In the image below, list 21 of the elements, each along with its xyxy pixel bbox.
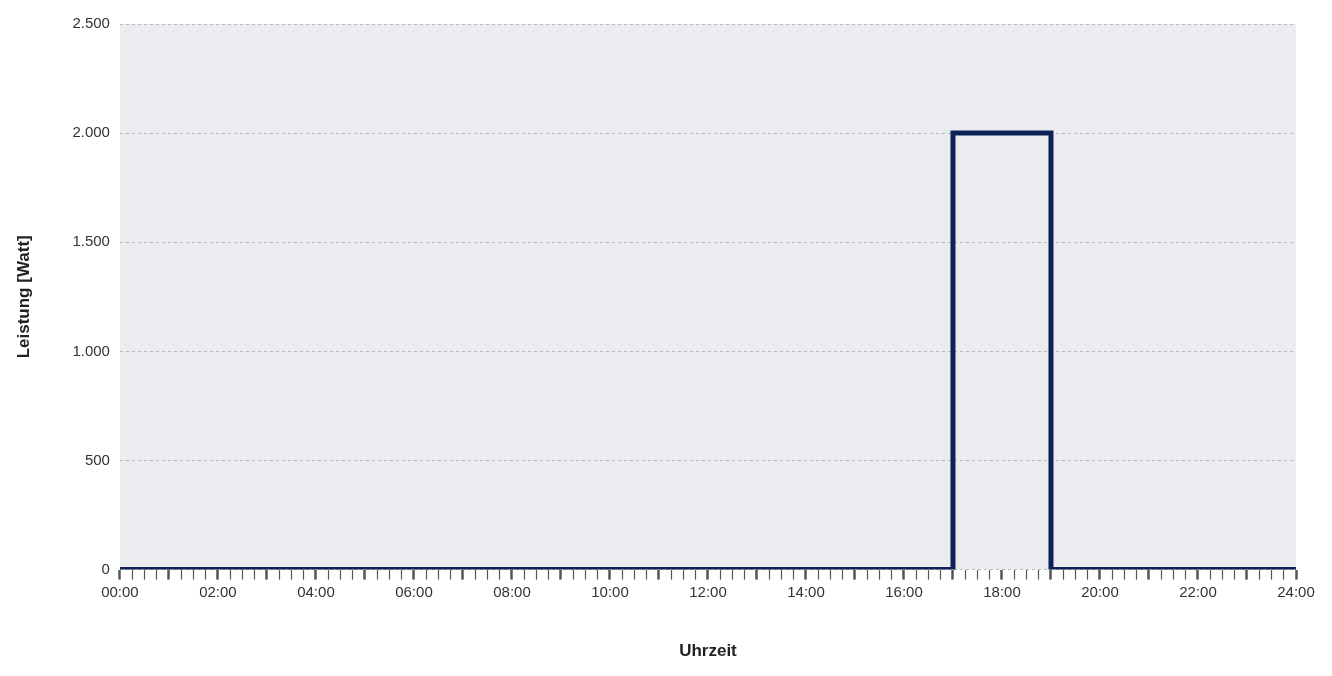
x-axis-title: Uhrzeit bbox=[679, 641, 738, 661]
x-tick-label: 20:00 bbox=[1081, 582, 1119, 600]
x-tick-label: 06:00 bbox=[395, 582, 433, 600]
x-tick-label: 16:00 bbox=[885, 582, 923, 600]
x-tick-label: 22:00 bbox=[1179, 582, 1217, 600]
x-tick-label: 24:00 bbox=[1277, 582, 1315, 600]
x-tick-label: 00:00 bbox=[101, 582, 139, 600]
y-tick-label: 2.000 bbox=[72, 123, 110, 141]
y-tick-label: 2.500 bbox=[72, 14, 110, 32]
x-tick-label: 04:00 bbox=[297, 582, 335, 600]
y-tick-label: 500 bbox=[84, 450, 110, 468]
x-tick-label: 10:00 bbox=[591, 582, 629, 600]
x-tick-label: 18:00 bbox=[983, 582, 1021, 600]
x-tick-label: 08:00 bbox=[493, 582, 531, 600]
x-tick-label: 02:00 bbox=[199, 582, 237, 600]
x-tick-label: 14:00 bbox=[787, 582, 825, 600]
y-tick-label: 1.000 bbox=[72, 341, 110, 359]
x-tick-label: 12:00 bbox=[689, 582, 727, 600]
y-axis-title: Leistung [Watt] bbox=[13, 235, 33, 359]
y-tick-label: 1.500 bbox=[72, 232, 110, 250]
y-tick-label: 0 bbox=[101, 559, 110, 577]
